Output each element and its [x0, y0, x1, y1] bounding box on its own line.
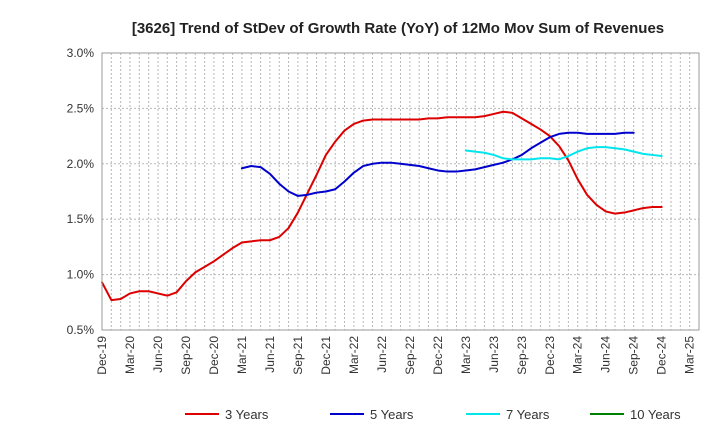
x-tick-label: Sep-24: [627, 336, 641, 375]
x-tick-label: Dec-20: [207, 336, 221, 375]
x-tick-label: Dec-19: [95, 336, 109, 375]
x-tick-label: Mar-24: [571, 336, 585, 374]
x-tick-label: Dec-23: [543, 336, 557, 375]
x-tick-label: Sep-21: [291, 336, 305, 375]
x-tick-label: Jun-22: [375, 336, 389, 373]
x-tick-label: Mar-23: [459, 336, 473, 374]
y-tick-label: 1.5%: [67, 212, 95, 226]
series-group: [101, 110, 663, 302]
legend-label: 3 Years: [225, 407, 269, 422]
x-tick-label: Jun-20: [151, 336, 165, 373]
y-tick-label: 2.0%: [67, 157, 95, 171]
x-tick-label: Sep-23: [515, 336, 529, 375]
legend-label: 5 Years: [370, 407, 414, 422]
x-axis-ticks: Dec-19 Mar-20 Jun-20 Sep-20 Dec-20 Mar-21 Jun-…: [95, 336, 697, 375]
x-tick-label: Dec-24: [655, 336, 669, 375]
grid: [102, 53, 699, 330]
y-axis-ticks: 0.5% 1.0% 1.5% 2.0% 2.5% 3.0%: [67, 46, 95, 337]
legend-label: 10 Years: [630, 407, 681, 422]
x-tick-label: Sep-22: [403, 336, 417, 375]
y-tick-label: 3.0%: [67, 46, 95, 60]
y-tick-label: 0.5%: [67, 323, 95, 337]
x-tick-label: Mar-25: [683, 336, 697, 374]
x-tick-label: Mar-22: [347, 336, 361, 374]
x-tick-label: Sep-20: [179, 336, 193, 375]
series-line-5-years: [240, 131, 635, 197]
series-line-3-years: [101, 110, 663, 302]
x-tick-label: Jun-24: [599, 336, 613, 373]
x-tick-label: Dec-21: [319, 336, 333, 375]
x-tick-label: Mar-20: [123, 336, 137, 374]
plot-area-frame: [101, 52, 700, 331]
x-tick-label: Mar-21: [235, 336, 249, 374]
legend-label: 7 Years: [506, 407, 550, 422]
y-tick-label: 2.5%: [67, 101, 95, 115]
x-tick-label: Jun-21: [263, 336, 277, 373]
chart-title: [3626] Trend of StDev of Growth Rate (Yo…: [132, 20, 664, 37]
x-tick-label: Jun-23: [487, 336, 501, 373]
y-tick-label: 1.0%: [67, 268, 95, 282]
legend: 3 Years 5 Years 7 Years 10 Years: [185, 407, 681, 422]
series-line-7-years: [464, 146, 663, 161]
x-tick-label: Dec-22: [431, 336, 445, 375]
